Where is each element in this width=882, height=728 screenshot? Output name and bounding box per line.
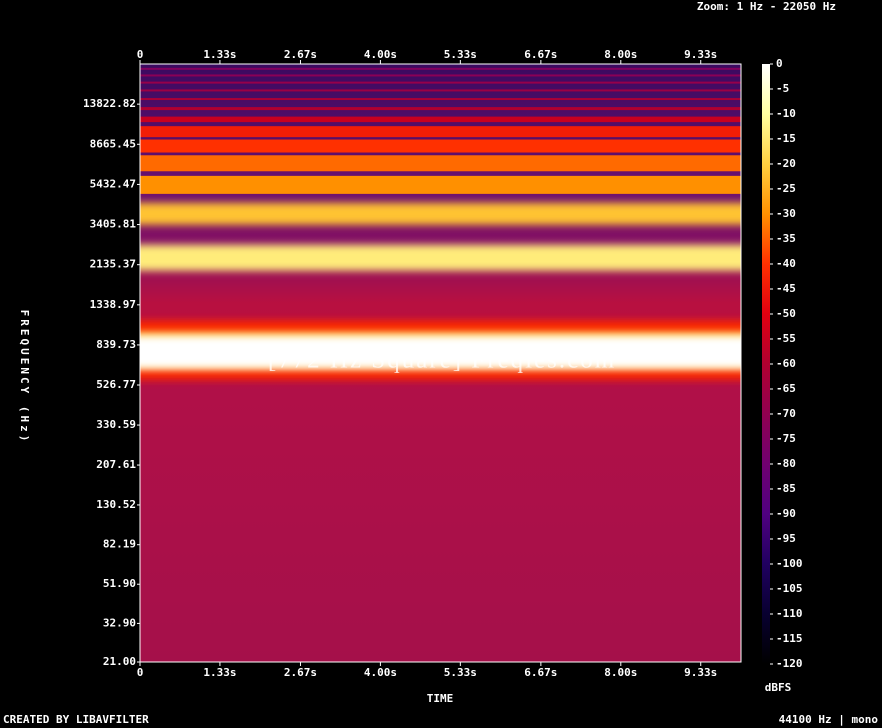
colorbar-tick-label: -50 xyxy=(776,307,796,320)
colorbar-tick-label: -115 xyxy=(776,632,803,645)
colorbar-tick-label: -85 xyxy=(776,482,796,495)
x-tick-label: 5.33s xyxy=(444,666,477,679)
harmonic-band xyxy=(140,126,741,138)
colorbar-tick-label: -10 xyxy=(776,107,796,120)
y-axis-label: FREQUENCY (Hz) xyxy=(18,310,31,445)
colorbar-tick-label: -100 xyxy=(776,557,803,570)
harmonic-band xyxy=(140,116,741,123)
harmonic-band xyxy=(140,74,741,77)
colorbar-tick-label: -40 xyxy=(776,257,796,270)
colorbar-tick-label: -80 xyxy=(776,457,796,470)
x-tick-label: 2.67s xyxy=(284,48,317,61)
harmonic-band xyxy=(140,89,741,92)
harmonic-band xyxy=(140,244,741,271)
harmonic-band xyxy=(140,335,741,369)
colorbar-tick-label: -95 xyxy=(776,532,796,545)
colorbar-tick-label: -25 xyxy=(776,182,796,195)
zoom-label: Zoom: 1 Hz - 22050 Hz xyxy=(697,0,836,13)
colorbar-tick-label: -75 xyxy=(776,432,796,445)
y-tick-label: 5432.47 xyxy=(90,177,136,190)
y-tick-label: 3405.81 xyxy=(90,218,137,231)
y-tick-label: 130.52 xyxy=(96,498,136,511)
footer-right: 44100 Hz | mono xyxy=(779,713,879,726)
y-tick-label: 1338.97 xyxy=(90,298,136,311)
harmonic-band xyxy=(140,98,741,101)
harmonic-band xyxy=(140,107,741,111)
x-tick-label: 6.67s xyxy=(524,666,557,679)
x-tick-label: 0 xyxy=(137,666,144,679)
harmonic-band xyxy=(140,81,741,84)
colorbar-tick-label: -30 xyxy=(776,207,796,220)
harmonic-band xyxy=(140,202,741,225)
x-tick-label: 4.00s xyxy=(364,48,397,61)
y-tick-label: 8665.45 xyxy=(90,137,136,150)
x-tick-label: 4.00s xyxy=(364,666,397,679)
x-tick-label: 1.33s xyxy=(203,48,236,61)
harmonic-band xyxy=(140,139,741,153)
x-tick-label: 1.33s xyxy=(203,666,236,679)
colorbar-tick-label: -45 xyxy=(776,282,796,295)
x-tick-label: 9.33s xyxy=(684,666,717,679)
watermark: [772 Hz Square] Freqies.com xyxy=(268,347,616,374)
colorbar xyxy=(762,64,770,664)
colorbar-tick-label: -120 xyxy=(776,657,803,670)
y-tick-label: 839.73 xyxy=(96,338,136,351)
y-tick-label: 13822.82 xyxy=(83,97,136,110)
colorbar-tick-label: -20 xyxy=(776,157,796,170)
colorbar-tick-label: -70 xyxy=(776,407,796,420)
y-tick-label: 207.61 xyxy=(96,458,136,471)
colorbar-tick-label: -35 xyxy=(776,232,796,245)
colorbar-tick-label: -65 xyxy=(776,382,796,395)
harmonic-band xyxy=(140,67,741,70)
colorbar-tick-label: -105 xyxy=(776,582,803,595)
colorbar-tick-label: 0 xyxy=(776,57,783,70)
x-tick-label: 8.00s xyxy=(604,48,637,61)
y-tick-label: 32.90 xyxy=(103,616,136,629)
y-tick-label: 2135.37 xyxy=(90,258,136,271)
y-tick-label: 51.90 xyxy=(103,577,136,590)
x-tick-label: 6.67s xyxy=(524,48,557,61)
harmonic-band xyxy=(140,175,741,194)
colorbar-tick-label: -110 xyxy=(776,607,803,620)
harmonic-band xyxy=(140,155,741,172)
x-tick-label: 8.00s xyxy=(604,666,637,679)
colorbar-tick-label: -90 xyxy=(776,507,796,520)
y-tick-label: 330.59 xyxy=(96,418,136,431)
x-tick-label: 5.33s xyxy=(444,48,477,61)
y-tick-label: 21.00 xyxy=(103,655,136,668)
x-tick-label: 9.33s xyxy=(684,48,717,61)
colorbar-tick-label: -55 xyxy=(776,332,796,345)
colorbar-tick-label: -15 xyxy=(776,132,796,145)
colorbar-tick-label: -5 xyxy=(776,82,789,95)
x-tick-label: 2.67s xyxy=(284,666,317,679)
colorbar-label: dBFS xyxy=(765,681,792,694)
y-tick-label: 82.19 xyxy=(103,538,136,551)
x-axis-label: TIME xyxy=(427,692,454,705)
plot-frame xyxy=(139,63,742,663)
x-tick-label: 0 xyxy=(137,48,144,61)
colorbar-tick-label: -60 xyxy=(776,357,796,370)
y-tick-label: 526.77 xyxy=(96,378,136,391)
footer-left: CREATED BY LIBAVFILTER xyxy=(3,713,149,726)
